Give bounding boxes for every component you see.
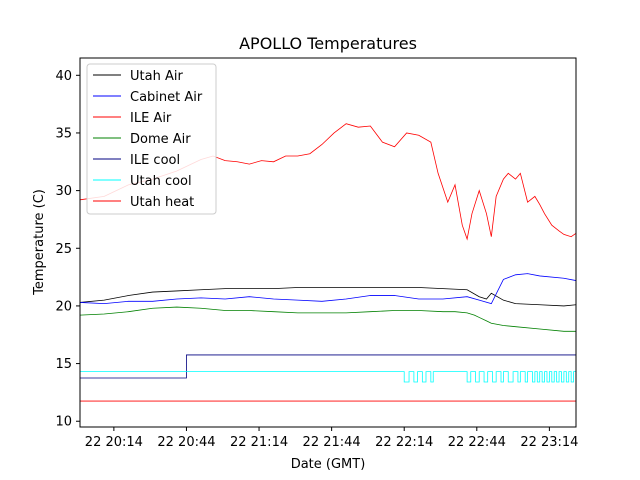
x-tick-label: 22 20:44 [157, 435, 215, 450]
series-layer [79, 123, 577, 402]
series-line-ile-air [79, 123, 577, 241]
x-tick-label: 22 20:14 [85, 435, 143, 450]
legend-label-ile-cool: ILE cool [130, 153, 180, 168]
legend-label-utah-heat: Utah heat [130, 195, 194, 210]
x-tick-label: 22 21:44 [303, 435, 361, 450]
x-tick-label: 22 21:14 [230, 435, 288, 450]
legend-box [86, 63, 217, 215]
chart-title: APOLLO Temperatures [239, 34, 417, 53]
legend-label-dome-air: Dome Air [130, 132, 191, 147]
legend: Utah Air Cabinet Air ILE Air Dome Air ILE co… [86, 63, 217, 215]
x-tick-label: 22 22:44 [448, 435, 506, 450]
series-line-cabinet-air [79, 273, 577, 305]
y-tick-label: 15 [55, 357, 72, 372]
x-axis-label: Date (GMT) [291, 457, 366, 472]
y-tick-label: 35 [55, 126, 72, 141]
y-tick-label: 40 [55, 69, 72, 84]
y-tick-label: 20 [55, 299, 72, 314]
axis-layer: 22 20:14 22 20:44 22 21:14 22 21:44 22 22:14… [55, 69, 578, 450]
legend-label-ile-air: ILE Air [130, 111, 172, 126]
legend-label-utah-cool: Utah cool [130, 174, 192, 189]
y-tick-label: 10 [55, 415, 72, 430]
y-tick-label: 25 [55, 242, 72, 257]
series-line-dome-air [79, 306, 576, 332]
series-line-ile-cool [80, 354, 576, 379]
legend-label-utah-air: Utah Air [130, 69, 183, 84]
plot-frame [79, 57, 577, 428]
legend-label-cabinet-air: Cabinet Air [130, 90, 203, 105]
y-axis-label: Temperature (C) [32, 189, 47, 296]
x-tick-label: 22 23:14 [520, 435, 578, 450]
x-tick-label: 22 22:14 [375, 435, 433, 450]
series-line-utah-cool [80, 371, 576, 383]
series-line-utah-air [79, 287, 577, 307]
y-tick-label: 30 [55, 184, 72, 199]
